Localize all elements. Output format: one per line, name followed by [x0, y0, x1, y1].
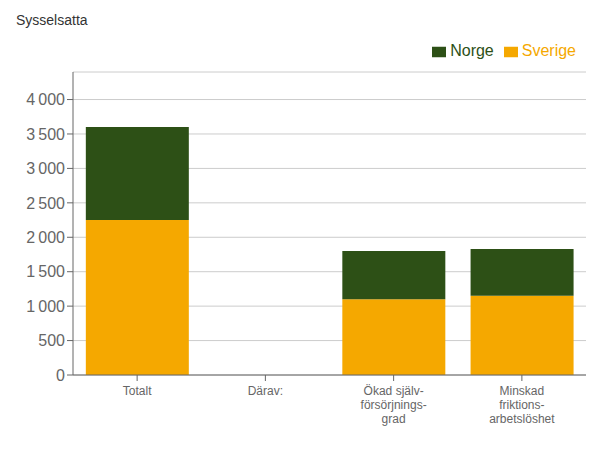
svg-text:Ökad själv-försörjnings-grad: Ökad själv-försörjnings-grad	[361, 384, 427, 426]
svg-text:3 500: 3 500	[26, 126, 65, 143]
html-text:Sverige: Sverige	[521, 42, 576, 59]
svg-text:3 000: 3 000	[26, 160, 65, 177]
svg-text:4 000: 4 000	[26, 91, 65, 108]
svg-text:0: 0	[56, 367, 65, 384]
svg-text:Minskadfriktions-arbetslöshet: Minskadfriktions-arbetslöshet	[489, 384, 555, 426]
svg-text:1 000: 1 000	[26, 298, 65, 315]
svg-text:2 500: 2 500	[26, 195, 65, 212]
svg-text:1 500: 1 500	[26, 263, 65, 280]
html-text:Sysselsatta: Sysselsatta	[16, 12, 88, 28]
svg-text:Därav:: Därav:	[248, 384, 283, 398]
svg-text:2 000: 2 000	[26, 229, 65, 246]
svg-text:500: 500	[38, 332, 65, 349]
svg-text:Totalt: Totalt	[123, 384, 152, 398]
html-text:Norge: Norge	[450, 42, 494, 59]
